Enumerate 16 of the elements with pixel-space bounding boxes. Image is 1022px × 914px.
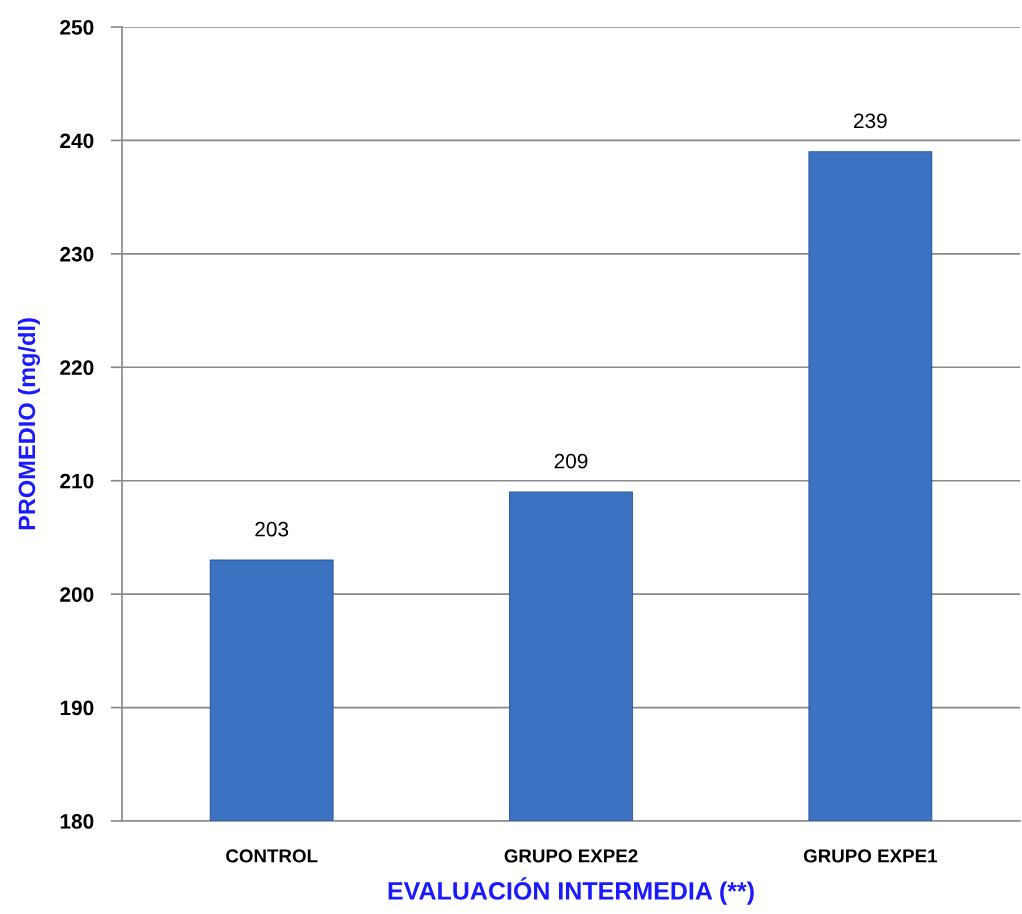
y-tick-label: 200 xyxy=(60,587,94,602)
y-tick-label: 230 xyxy=(60,246,94,262)
y-axis-title: PROMEDIO (mg/dl) xyxy=(17,318,41,530)
data-label: 203 xyxy=(255,521,289,537)
y-tick-label: 250 xyxy=(60,20,94,35)
y-tick-label: 190 xyxy=(60,700,94,716)
data-label: 209 xyxy=(554,453,588,469)
x-tick-label: GRUPO EXPE1 xyxy=(803,849,938,863)
y-tick-label: 220 xyxy=(60,360,94,376)
y-tick-label: 210 xyxy=(60,473,94,489)
x-axis-title: EVALUACIÓN INTERMEDIA (**) xyxy=(388,877,754,905)
x-tick-label: CONTROL xyxy=(226,849,318,863)
x-tick-label: GRUPO EXPE2 xyxy=(504,849,638,863)
y-tick-label: 240 xyxy=(60,133,94,149)
y-tick-label: 180 xyxy=(60,814,94,829)
data-label: 239 xyxy=(854,113,887,129)
